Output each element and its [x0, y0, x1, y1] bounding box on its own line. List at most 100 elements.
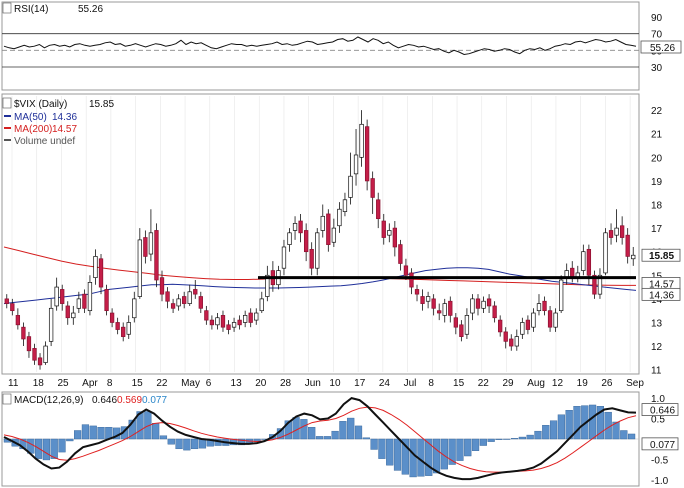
x-tick-label: 15	[132, 378, 144, 389]
price-candle	[265, 265, 270, 302]
macd-histogram-bar	[487, 438, 495, 442]
price-candle	[281, 239, 287, 276]
price-label-box	[641, 287, 681, 301]
macd-value-box-label: 0.077	[650, 440, 675, 451]
macd-ytick-label: 0.5	[651, 415, 665, 426]
price-candle	[342, 192, 348, 217]
price-candle	[303, 223, 309, 262]
price-candle	[115, 317, 120, 335]
macd-histogram-bar	[604, 411, 612, 440]
price-candle	[37, 353, 43, 370]
macd-signal-line	[3, 406, 637, 473]
price-candle	[54, 277, 59, 311]
price-candle	[425, 291, 431, 309]
price-candle	[48, 298, 54, 347]
macd-legend-hist: 0.077	[142, 395, 167, 406]
price-candle	[619, 216, 625, 245]
price-candle	[553, 308, 558, 332]
x-tick-label: 6	[206, 378, 212, 389]
rsi-legend-label: RSI(14)	[14, 4, 48, 15]
price-candle	[547, 305, 553, 332]
price-candle	[514, 329, 519, 351]
price-candle	[43, 341, 48, 365]
price-candle	[592, 270, 597, 299]
macd-histogram-bar	[50, 438, 58, 459]
price-ytick-label: 19	[651, 177, 663, 188]
price-candle	[442, 298, 447, 323]
macd-histogram-bar	[167, 438, 175, 445]
price-candle	[165, 287, 170, 309]
macd-histogram-bar	[58, 438, 66, 453]
macd-ytick-label: -1.0	[651, 476, 669, 487]
x-tick-label: Jul	[404, 378, 417, 389]
x-tick-label: 24	[379, 378, 391, 389]
price-candle	[126, 315, 131, 339]
price-candle	[503, 327, 508, 349]
macd-histogram-bar	[425, 438, 433, 476]
price-candle	[625, 228, 630, 264]
price-candle	[32, 343, 37, 365]
price-candle	[459, 320, 464, 342]
price-candle	[603, 228, 608, 276]
price-candle	[98, 254, 104, 295]
svg-text:MA(50): MA(50)	[14, 112, 47, 123]
price-candle	[26, 331, 32, 358]
rsi-panel: 90705030 RSI(14) 55.26 55.26	[1, 1, 682, 91]
price-candle	[409, 268, 414, 295]
x-tick-label: 18	[33, 378, 45, 389]
price-candle	[414, 284, 420, 302]
price-candle	[65, 301, 70, 325]
price-label-text: 14.36	[649, 290, 674, 301]
price-candle	[348, 152, 353, 205]
macd-histogram-bar	[183, 438, 191, 451]
price-candle	[198, 291, 203, 314]
price-ytick-label: 11	[651, 366, 662, 377]
x-tick-label: 28	[280, 378, 292, 389]
price-candle	[536, 294, 542, 316]
macd-histogram-bar	[152, 423, 160, 440]
price-candle	[104, 284, 109, 316]
macd-histogram-bar	[339, 421, 347, 440]
price-candle	[631, 246, 636, 266]
x-tick-label: 29	[502, 378, 514, 389]
x-tick-label: 22	[156, 378, 168, 389]
price-candle	[259, 291, 264, 314]
price-candle	[486, 294, 492, 314]
macd-histogram-bar	[354, 425, 363, 440]
rsi-line	[3, 36, 637, 56]
price-candle	[193, 280, 198, 299]
x-tick-label: 13	[231, 378, 243, 389]
price-candle	[309, 242, 314, 276]
rsi-ytick-label: 30	[651, 63, 663, 74]
price-candle	[475, 294, 481, 316]
macd-histogram-bar	[503, 438, 511, 440]
x-tick-label: Jun	[305, 378, 321, 389]
x-tick-label: Apr	[82, 378, 98, 389]
price-candle	[82, 289, 87, 314]
price-candle	[492, 301, 497, 323]
macd-histogram-bar	[315, 436, 324, 440]
price-candle	[387, 223, 392, 243]
rsi-value-box	[640, 40, 682, 54]
x-tick-label: Sep	[626, 378, 644, 389]
price-candle	[121, 322, 126, 342]
macd-histogram-bar	[128, 419, 136, 440]
macd-histogram-bar	[573, 406, 581, 440]
price-candle	[148, 209, 154, 262]
macd-histogram-bar	[362, 437, 370, 440]
macd-histogram-bar	[456, 438, 464, 461]
price-candle	[420, 289, 425, 311]
macd-histogram-bar	[495, 438, 503, 440]
macd-histogram-bar	[66, 438, 74, 442]
price-candle	[464, 308, 470, 339]
macd-histogram-bar	[471, 438, 480, 451]
macd-histogram-bar	[386, 438, 394, 466]
macd-legend-signal: 0.569	[117, 395, 142, 406]
x-tick-label: 11	[8, 378, 19, 389]
macd-histogram-bar	[432, 438, 441, 474]
x-tick-label: May	[181, 378, 200, 389]
x-tick-label: 12	[552, 378, 564, 389]
macd-histogram-bar	[370, 438, 378, 450]
svg-text:14.57: 14.57	[52, 124, 77, 135]
macd-histogram-bar	[331, 430, 339, 440]
